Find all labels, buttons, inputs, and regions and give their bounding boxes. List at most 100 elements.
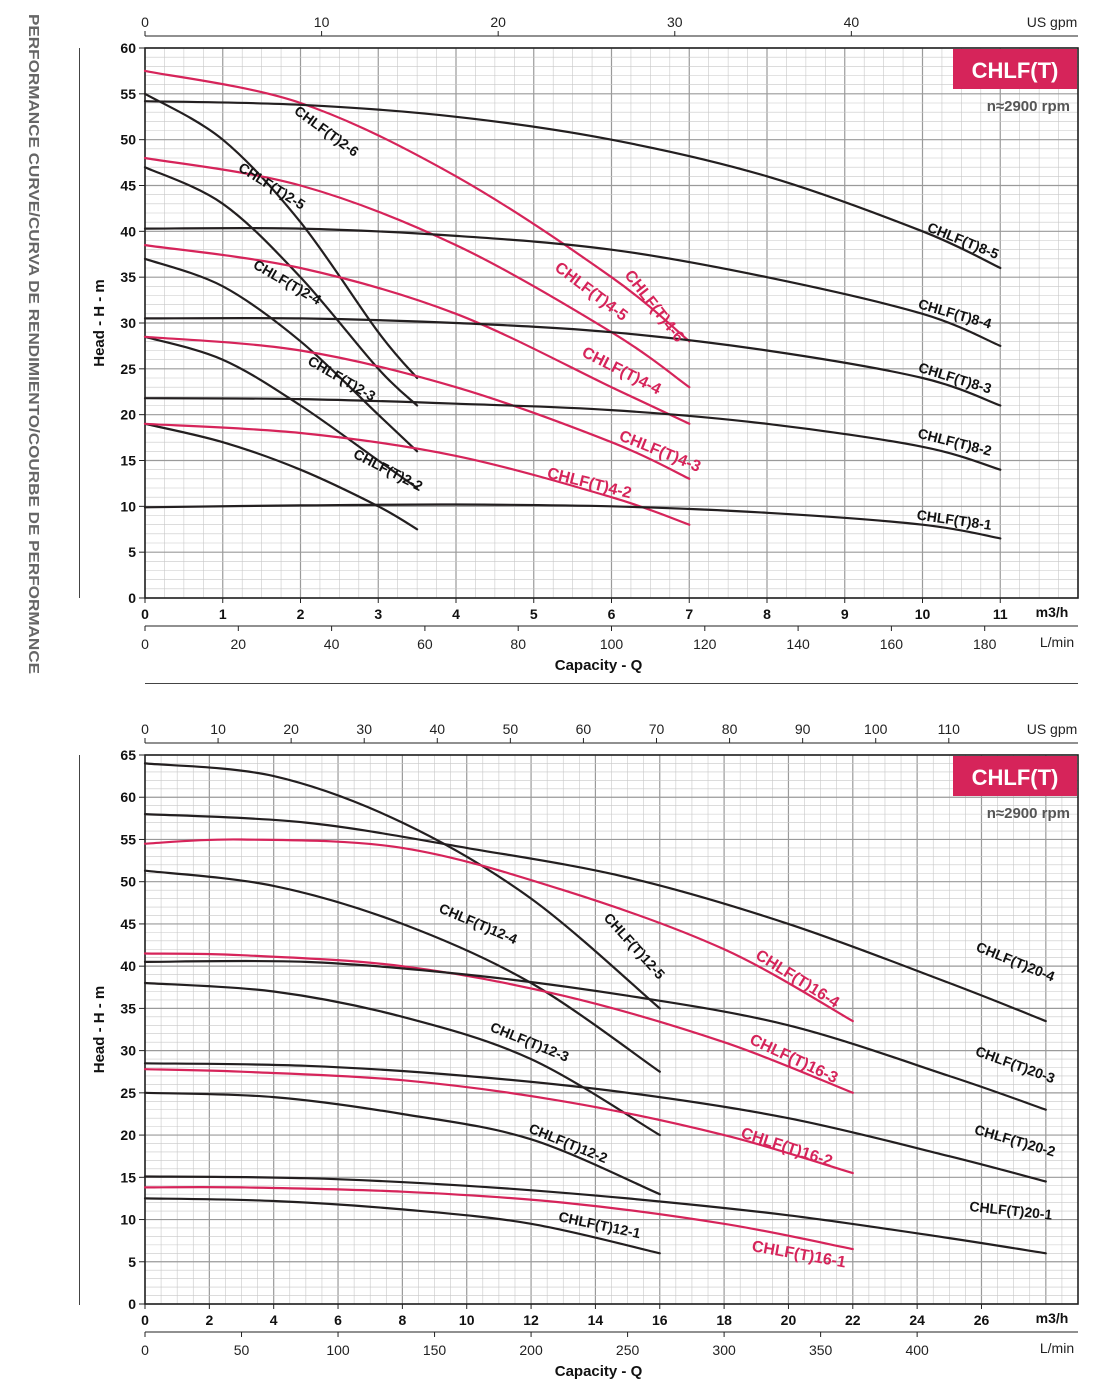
- side-rule: [79, 48, 80, 598]
- y-tick-label: 0: [128, 590, 136, 606]
- y-axis-title: Head - H - m: [91, 279, 108, 367]
- x-tick-label: 6: [608, 606, 616, 622]
- lmin-tick-label: 160: [880, 636, 904, 652]
- x-tick-label: 12: [523, 1312, 539, 1328]
- curve-label: CHLF(T)20-3: [974, 1043, 1058, 1087]
- curve-chlft16-4: [143, 838, 854, 1023]
- curve-label: CHLF(T)4-5: [551, 259, 630, 325]
- gpm-tick-label: 50: [503, 721, 519, 737]
- lmin-tick-label: 50: [234, 1342, 250, 1358]
- lmin-tick-label: 140: [786, 636, 810, 652]
- side-title: PERFORMANCE CURVE/CURVA DE RENDIMIENTO/C…: [0, 0, 60, 690]
- lmin-tick-label: 80: [510, 636, 526, 652]
- y-tick-label: 30: [120, 315, 136, 331]
- curve-label: CHLF(T)16-1: [751, 1238, 848, 1271]
- gpm-tick-label: 40: [429, 721, 445, 737]
- x-tick-label: 1: [219, 606, 227, 622]
- curve-chlft2-4: [143, 257, 419, 453]
- curve-chlft20-2: [143, 1062, 1047, 1183]
- y-axis-title: Head - H - m: [91, 986, 108, 1074]
- gpm-tick-label: 20: [283, 721, 299, 737]
- plot-frame: [144, 754, 1079, 1305]
- curve-chlft2-2: [143, 422, 419, 531]
- curve-label: CHLF(T)16-2: [739, 1125, 835, 1171]
- x-tick-label: 0: [141, 606, 149, 622]
- lmin-tick-label: 250: [616, 1342, 640, 1358]
- gpm-tick-label: 30: [667, 14, 683, 30]
- x-tick-label: 9: [841, 606, 849, 622]
- lmin-tick-label: 0: [141, 636, 149, 652]
- gpm-tick-label: 80: [722, 721, 738, 737]
- lmin-tick-label: 20: [231, 636, 247, 652]
- x-axis-title: Capacity - Q: [555, 657, 643, 674]
- curve-label: CHLF(T)16-4: [752, 947, 842, 1012]
- y-tick-label: 15: [120, 453, 136, 469]
- y-tick-label: 40: [120, 958, 136, 974]
- curve-chlft4-2: [143, 422, 691, 526]
- curve-chlft8-1: [143, 503, 1002, 540]
- curve-chlft4-3: [143, 335, 691, 480]
- curve-chlft8-4: [143, 226, 1002, 347]
- gpm-tick-label: 30: [356, 721, 372, 737]
- x-tick-label: 8: [398, 1312, 406, 1328]
- side-rule: [79, 755, 80, 1305]
- y-tick-label: 35: [120, 269, 136, 285]
- y-tick-label: 60: [120, 40, 136, 56]
- x-tick-label: 10: [459, 1312, 475, 1328]
- y-tick-label: 50: [120, 874, 136, 890]
- x-tick-label: 6: [334, 1312, 342, 1328]
- curve-chlft2-3: [143, 335, 419, 490]
- curve-chlft20-3: [143, 959, 1047, 1111]
- model-badge: [953, 756, 1077, 796]
- curve-chlft16-2: [143, 1068, 854, 1175]
- curve-label: CHLF(T)4-3: [617, 428, 703, 476]
- gpm-tick-label: 0: [141, 14, 149, 30]
- speed-label: n≈2900 rpm: [987, 98, 1070, 115]
- x-tick-label: 7: [685, 606, 693, 622]
- model-badge-text: CHLF(T): [972, 58, 1059, 83]
- x-tick-label: 10: [915, 606, 931, 622]
- y-tick-label: 65: [120, 747, 136, 763]
- speed-label: n≈2900 rpm: [987, 805, 1070, 822]
- x-tick-label: 26: [974, 1312, 990, 1328]
- curve-chlft4-4: [143, 244, 691, 425]
- curve-chlft8-3: [143, 316, 1002, 407]
- x-tick-label: 0: [141, 1312, 149, 1328]
- y-tick-label: 10: [120, 1212, 136, 1228]
- x-axis-title: Capacity - Q: [555, 1363, 643, 1380]
- y-tick-label: 45: [120, 178, 136, 194]
- y-tick-label: 50: [120, 132, 136, 148]
- curve-label: CHLF(T)12-5: [601, 910, 669, 983]
- x-tick-label: 16: [652, 1312, 668, 1328]
- curve-chlft16-1: [143, 1185, 854, 1251]
- y-tick-label: 25: [120, 361, 136, 377]
- y-tick-label: 40: [120, 223, 136, 239]
- curve-chlft12-4: [143, 869, 661, 1073]
- model-badge-text: CHLF(T): [972, 765, 1059, 790]
- x-tick-label: 11: [993, 606, 1008, 622]
- curve-chlft2-6: [143, 92, 419, 380]
- x-tick-label: 24: [909, 1312, 925, 1328]
- x-tick-label: 4: [452, 606, 460, 622]
- gpm-tick-label: 60: [576, 721, 592, 737]
- lmin-tick-label: 180: [973, 636, 997, 652]
- curve-labels: CHLF(T)12-5CHLF(T)12-4CHLF(T)12-3CHLF(T)…: [437, 900, 1058, 1272]
- curve-label: CHLF(T)4-4: [579, 344, 664, 398]
- gpm-tick-label: 10: [314, 14, 330, 30]
- lmin-tick-label: 100: [326, 1342, 350, 1358]
- y-tick-label: 25: [120, 1085, 136, 1101]
- x-tick-label: 5: [530, 606, 538, 622]
- curves: [143, 69, 1002, 540]
- y-tick-label: 35: [120, 1000, 136, 1016]
- y-tick-label: 0: [128, 1296, 136, 1312]
- y-tick-label: 20: [120, 407, 136, 423]
- curve-chlft20-4: [143, 813, 1047, 1023]
- y-tick-label: 55: [120, 831, 136, 847]
- y-tick-label: 10: [120, 498, 136, 514]
- curve-label: CHLF(T)4-2: [545, 465, 633, 502]
- y-tick-label: 20: [120, 1127, 136, 1143]
- lmin-tick-label: 400: [905, 1342, 929, 1358]
- curve-chlft20-1: [143, 1175, 1047, 1255]
